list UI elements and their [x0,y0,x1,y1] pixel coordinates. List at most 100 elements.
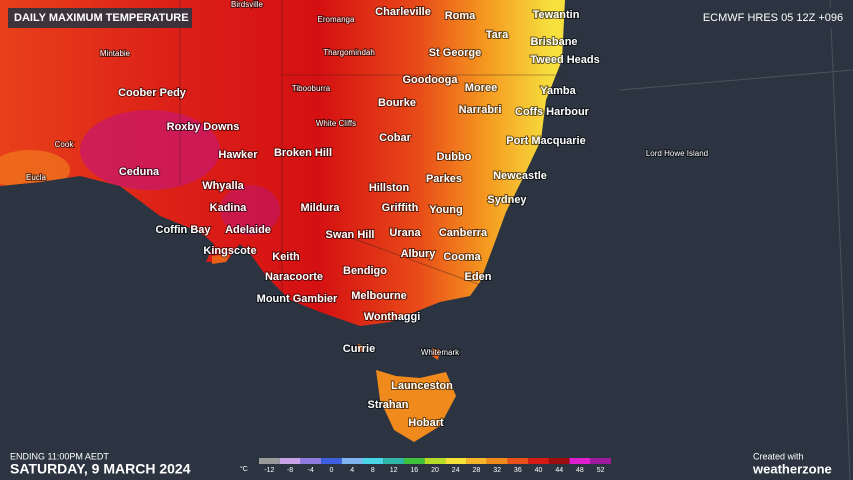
place-label: Adelaide [225,224,271,236]
legend-tick-label: 16 [410,467,418,474]
place-label: Urana [389,227,421,239]
legend-swatch [403,458,425,464]
place-label: Hobart [408,417,444,429]
legend-swatch [590,458,611,464]
place-label: Dubbo [437,151,472,163]
legend-tick-label: 8 [371,467,375,474]
legend-swatch [486,458,508,464]
place-label: Whyalla [202,180,244,192]
place-label: Albury [401,248,437,260]
place-label: Tewantin [533,9,580,21]
place-label: Whitemark [421,348,460,357]
title-box [8,8,192,28]
legend-tick-label: 12 [390,467,398,474]
legend-tick-label: 48 [576,467,584,474]
place-label: Bourke [378,97,416,109]
place-label: Tweed Heads [530,54,600,66]
legend-swatch [279,458,301,464]
legend-tick-label: 4 [350,467,354,474]
legend-swatch [259,458,280,464]
legend-swatch [528,458,549,464]
place-label: Yamba [540,85,576,97]
legend-tick-label: 52 [597,467,605,474]
legend-swatch [548,458,570,464]
legend-tick-label: -12 [264,467,274,474]
legend-swatch [341,458,363,464]
legend-tick-label: 28 [473,467,481,474]
place-label: Griffith [382,202,419,214]
place-label: Melbourne [351,290,407,302]
place-label: St George [429,47,482,59]
place-label: Kadina [210,202,248,214]
legend-tick-label: 36 [514,467,522,474]
place-label: Birdsville [231,0,264,9]
ending-label: ENDING 11:00PM AEDT [10,451,109,461]
legend-swatch [362,458,384,464]
place-label: Tara [486,29,509,41]
place-label: Launceston [391,380,453,392]
place-label: Young [429,204,462,216]
legend-tick-label: 32 [493,467,501,474]
place-label: Naracoorte [265,271,323,283]
legend-tick-label: 24 [452,467,460,474]
place-label: Eden [465,271,492,283]
place-label: Eromanga [318,15,355,24]
place-label: Wonthaggi [364,311,421,323]
place-label: Canberra [439,227,488,239]
legend: -12 -8 -4 0 4 8 12 16 20 24 28 32 36 40 44 48 52 [259,458,611,474]
place-label: Roma [445,10,476,22]
model-label: ECMWF HRES 05 12Z +096 [703,12,843,24]
place-label: Thargomindah [323,48,375,57]
heat-overlay [0,110,280,235]
place-label: Lord Howe Island [646,149,708,158]
place-label: Port Macquarie [506,135,585,147]
graticule [619,0,853,480]
place-label: Cooma [443,251,481,263]
legend-tick-label: -4 [308,467,314,474]
place-label: Newcastle [493,170,547,182]
place-label: Mount Gambier [257,293,338,305]
place-labels: Birdsville Eromanga Charleville Roma Tewanti… [25,0,709,430]
place-label: Coffin Bay [156,224,212,236]
place-label: Brisbane [530,36,577,48]
place-label: Mintabie [100,49,131,58]
tasmania [376,370,456,442]
place-label: Coffs Harbour [515,106,590,118]
place-label: Hillston [369,182,410,194]
place-label: White Cliffs [316,119,356,128]
place-label: Currie [343,343,375,355]
place-label: Keith [272,251,300,263]
place-label: Sydney [487,194,527,206]
legend-swatch [383,458,404,464]
credit: Created with [753,451,804,461]
legend-swatch [507,458,529,464]
place-label: Swan Hill [326,229,375,241]
legend-swatch [569,458,591,464]
place-label: Tibooburra [292,84,331,93]
place-label: Ceduna [119,166,160,178]
legend-swatch [466,458,487,464]
title: DAILY MAXIMUM TEMPERATURE [14,12,189,24]
legend-swatch [424,458,446,464]
place-label: Cobar [379,132,412,144]
place-label: Cook [55,140,75,149]
place-label: Charleville [375,6,431,18]
legend-tick-label: -8 [287,467,293,474]
place-label: Moree [465,82,497,94]
place-label: Bendigo [343,265,387,277]
legend-swatch [445,458,467,464]
place-label: Goodooga [403,74,459,86]
brand: weatherzone [752,461,832,476]
legend-swatch [300,458,322,464]
legend-unit: °C [240,465,248,473]
mainland [0,0,565,326]
date-label: SATURDAY, 9 MARCH 2024 [10,461,191,477]
place-label: Kingscote [203,245,256,257]
place-label: Broken Hill [274,147,332,159]
place-label: Mildura [300,202,340,214]
place-label: Hawker [218,149,258,161]
place-label: Eucla [26,173,47,182]
place-label: Strahan [368,399,409,411]
